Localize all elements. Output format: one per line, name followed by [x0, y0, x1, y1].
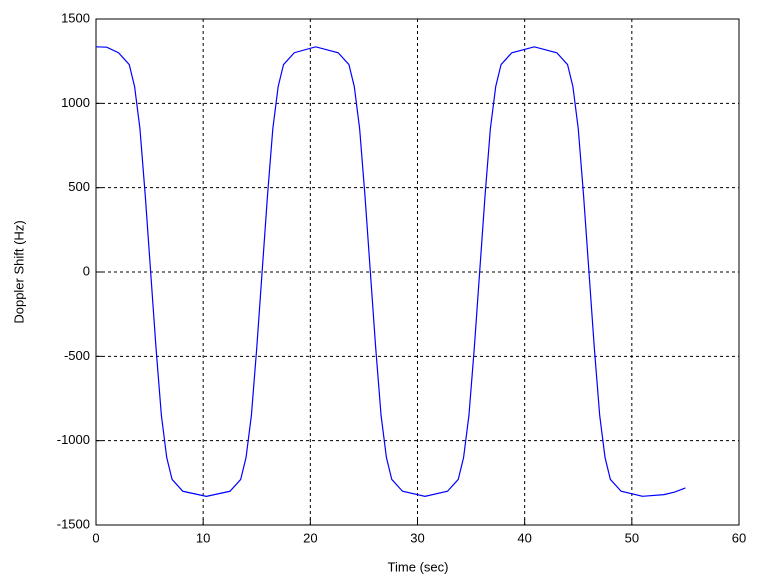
y-tick-label: 500	[68, 179, 90, 194]
y-axis-label: Doppler Shift (Hz)	[11, 220, 26, 323]
x-tick-label: 0	[92, 530, 99, 545]
y-tick-label: -500	[64, 348, 90, 363]
x-axis-label: Time (sec)	[388, 559, 449, 574]
x-tick-label: 30	[410, 530, 424, 545]
y-tick-label: -1000	[57, 432, 90, 447]
x-tick-label: 50	[625, 530, 639, 545]
x-tick-label: 10	[196, 530, 210, 545]
data-line	[95, 46, 686, 497]
y-tick-label: 1000	[61, 95, 90, 110]
x-tick-label: 60	[732, 530, 746, 545]
x-tick-label: 40	[517, 530, 531, 545]
plot-frame	[95, 18, 740, 526]
x-tick-label: 20	[303, 530, 317, 545]
y-tick-label: 1500	[61, 10, 90, 25]
y-tick-label: 0	[83, 263, 90, 278]
y-tick-label: -1500	[57, 516, 90, 531]
